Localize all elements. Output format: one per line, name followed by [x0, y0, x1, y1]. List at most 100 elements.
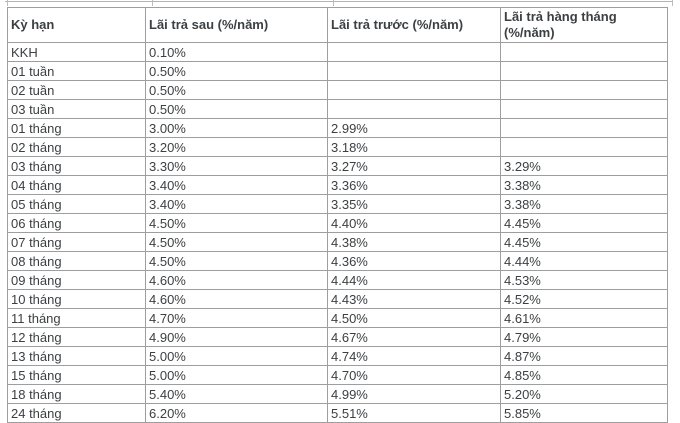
- cell-interest-paid-after: 3.20%: [145, 137, 328, 157]
- column-header-interest-paid-monthly: Lãi trả hàng tháng (%/năm): [500, 7, 668, 43]
- table-row: 06 tháng 4.50% 4.40% 4.45%: [7, 213, 668, 233]
- cell-interest-paid-before: 4.74%: [327, 346, 501, 366]
- cell-term: 01 tuần: [7, 61, 146, 81]
- cell-interest-paid-monthly: 4.53%: [500, 270, 668, 290]
- cutoff-border-tick: [152, 0, 153, 6]
- cell-interest-paid-after: 4.50%: [145, 213, 328, 233]
- cell-interest-paid-monthly: 4.45%: [500, 232, 668, 252]
- table-row: 09 tháng 4.60% 4.44% 4.53%: [7, 270, 668, 290]
- cell-interest-paid-monthly: 4.44%: [500, 251, 668, 271]
- cutoff-element-above: [5, 1, 673, 2]
- cell-interest-paid-after: 4.50%: [145, 251, 328, 271]
- cutoff-border-tick: [7, 0, 8, 6]
- table-row: 24 tháng 6.20% 5.51% 5.85%: [7, 403, 668, 423]
- cell-interest-paid-before: 4.67%: [327, 327, 501, 347]
- cell-term: 09 tháng: [7, 270, 146, 290]
- cell-term: 13 tháng: [7, 346, 146, 366]
- table-row: 03 tháng 3.30% 3.27% 3.29%: [7, 156, 668, 176]
- cell-interest-paid-before: 4.40%: [327, 213, 501, 233]
- cell-interest-paid-monthly: 3.38%: [500, 194, 668, 214]
- table-row: 12 tháng 4.90% 4.67% 4.79%: [7, 327, 668, 347]
- cell-term: 08 tháng: [7, 251, 146, 271]
- cell-interest-paid-before: 3.36%: [327, 175, 501, 195]
- cell-term: 06 tháng: [7, 213, 146, 233]
- table-body: KKH 0.10% 01 tuần 0.50% 02 tuần 0.50% 03 tuần 0…: [7, 42, 668, 423]
- cell-term: 02 tháng: [7, 137, 146, 157]
- table-row: 01 tuần 0.50%: [7, 61, 668, 81]
- table-row: 03 tuần 0.50%: [7, 99, 668, 119]
- cell-interest-paid-before: [327, 80, 501, 100]
- cutoff-border-tick: [672, 0, 673, 6]
- cell-interest-paid-before: 4.36%: [327, 251, 501, 271]
- cell-interest-paid-after: 5.40%: [145, 384, 328, 404]
- cell-interest-paid-monthly: 4.79%: [500, 327, 668, 347]
- table-row: 11 tháng 4.70% 4.50% 4.61%: [7, 308, 668, 328]
- cell-interest-paid-monthly: 5.85%: [500, 403, 668, 423]
- cell-interest-paid-monthly: 4.52%: [500, 289, 668, 309]
- cell-interest-paid-before: [327, 61, 501, 81]
- cell-interest-paid-monthly: 4.87%: [500, 346, 668, 366]
- cell-interest-paid-monthly: [500, 42, 668, 62]
- cell-term: 15 tháng: [7, 365, 146, 385]
- table-row: 07 tháng 4.50% 4.38% 4.45%: [7, 232, 668, 252]
- cell-interest-paid-after: 0.10%: [145, 42, 328, 62]
- cutoff-border-tick: [333, 0, 334, 6]
- cell-interest-paid-after: 0.50%: [145, 99, 328, 119]
- cell-term: 03 tuần: [7, 99, 146, 119]
- cell-interest-paid-before: 4.50%: [327, 308, 501, 328]
- cell-interest-paid-before: 4.44%: [327, 270, 501, 290]
- cell-interest-paid-before: 4.38%: [327, 232, 501, 252]
- table-row: 18 tháng 5.40% 4.99% 5.20%: [7, 384, 668, 404]
- cell-term: 04 tháng: [7, 175, 146, 195]
- table-row: 13 tháng 5.00% 4.74% 4.87%: [7, 346, 668, 366]
- cell-interest-paid-after: 4.60%: [145, 289, 328, 309]
- cell-interest-paid-before: [327, 99, 501, 119]
- table-row: 01 tháng 3.00% 2.99%: [7, 118, 668, 138]
- cell-interest-paid-monthly: 4.45%: [500, 213, 668, 233]
- cell-term: 12 tháng: [7, 327, 146, 347]
- cell-interest-paid-monthly: [500, 61, 668, 81]
- cell-interest-paid-monthly: [500, 118, 668, 138]
- cell-interest-paid-before: 2.99%: [327, 118, 501, 138]
- cell-interest-paid-after: 4.90%: [145, 327, 328, 347]
- cell-interest-paid-after: 4.70%: [145, 308, 328, 328]
- cell-interest-paid-before: 3.27%: [327, 156, 501, 176]
- cell-interest-paid-monthly: 4.85%: [500, 365, 668, 385]
- table-row: 05 tháng 3.40% 3.35% 3.38%: [7, 194, 668, 214]
- column-header-term: Kỳ hạn: [7, 7, 146, 43]
- cell-interest-paid-before: 3.35%: [327, 194, 501, 214]
- cell-interest-paid-before: 5.51%: [327, 403, 501, 423]
- table-row: 15 tháng 5.00% 4.70% 4.85%: [7, 365, 668, 385]
- cell-term: 10 tháng: [7, 289, 146, 309]
- cell-interest-paid-monthly: 3.29%: [500, 156, 668, 176]
- cell-interest-paid-before: 4.99%: [327, 384, 501, 404]
- table-row: 02 tháng 3.20% 3.18%: [7, 137, 668, 157]
- cell-term: 07 tháng: [7, 232, 146, 252]
- cell-interest-paid-after: 0.50%: [145, 80, 328, 100]
- cell-term: KKH: [7, 42, 146, 62]
- cell-interest-paid-monthly: [500, 137, 668, 157]
- cell-interest-paid-after: 4.60%: [145, 270, 328, 290]
- table-header: Kỳ hạn Lãi trả sau (%/năm) Lãi trả trước…: [7, 7, 668, 43]
- cell-term: 11 tháng: [7, 308, 146, 328]
- cell-interest-paid-after: 0.50%: [145, 61, 328, 81]
- cell-term: 18 tháng: [7, 384, 146, 404]
- cell-interest-paid-before: 4.70%: [327, 365, 501, 385]
- cell-interest-paid-monthly: 4.61%: [500, 308, 668, 328]
- cell-term: 24 tháng: [7, 403, 146, 423]
- table-row: 08 tháng 4.50% 4.36% 4.44%: [7, 251, 668, 271]
- cell-interest-paid-after: 5.00%: [145, 365, 328, 385]
- cell-term: 03 tháng: [7, 156, 146, 176]
- table-row: KKH 0.10%: [7, 42, 668, 62]
- cell-interest-paid-before: 3.18%: [327, 137, 501, 157]
- cell-interest-paid-monthly: 3.38%: [500, 175, 668, 195]
- cell-term: 01 tháng: [7, 118, 146, 138]
- cell-interest-paid-monthly: 5.20%: [500, 384, 668, 404]
- cell-term: 02 tuần: [7, 80, 146, 100]
- table-row: 04 tháng 3.40% 3.36% 3.38%: [7, 175, 668, 195]
- cell-interest-paid-after: 4.50%: [145, 232, 328, 252]
- column-header-interest-paid-before: Lãi trả trước (%/năm): [327, 7, 501, 43]
- cell-interest-paid-after: 3.30%: [145, 156, 328, 176]
- cell-interest-paid-after: 3.00%: [145, 118, 328, 138]
- table-row: 02 tuần 0.50%: [7, 80, 668, 100]
